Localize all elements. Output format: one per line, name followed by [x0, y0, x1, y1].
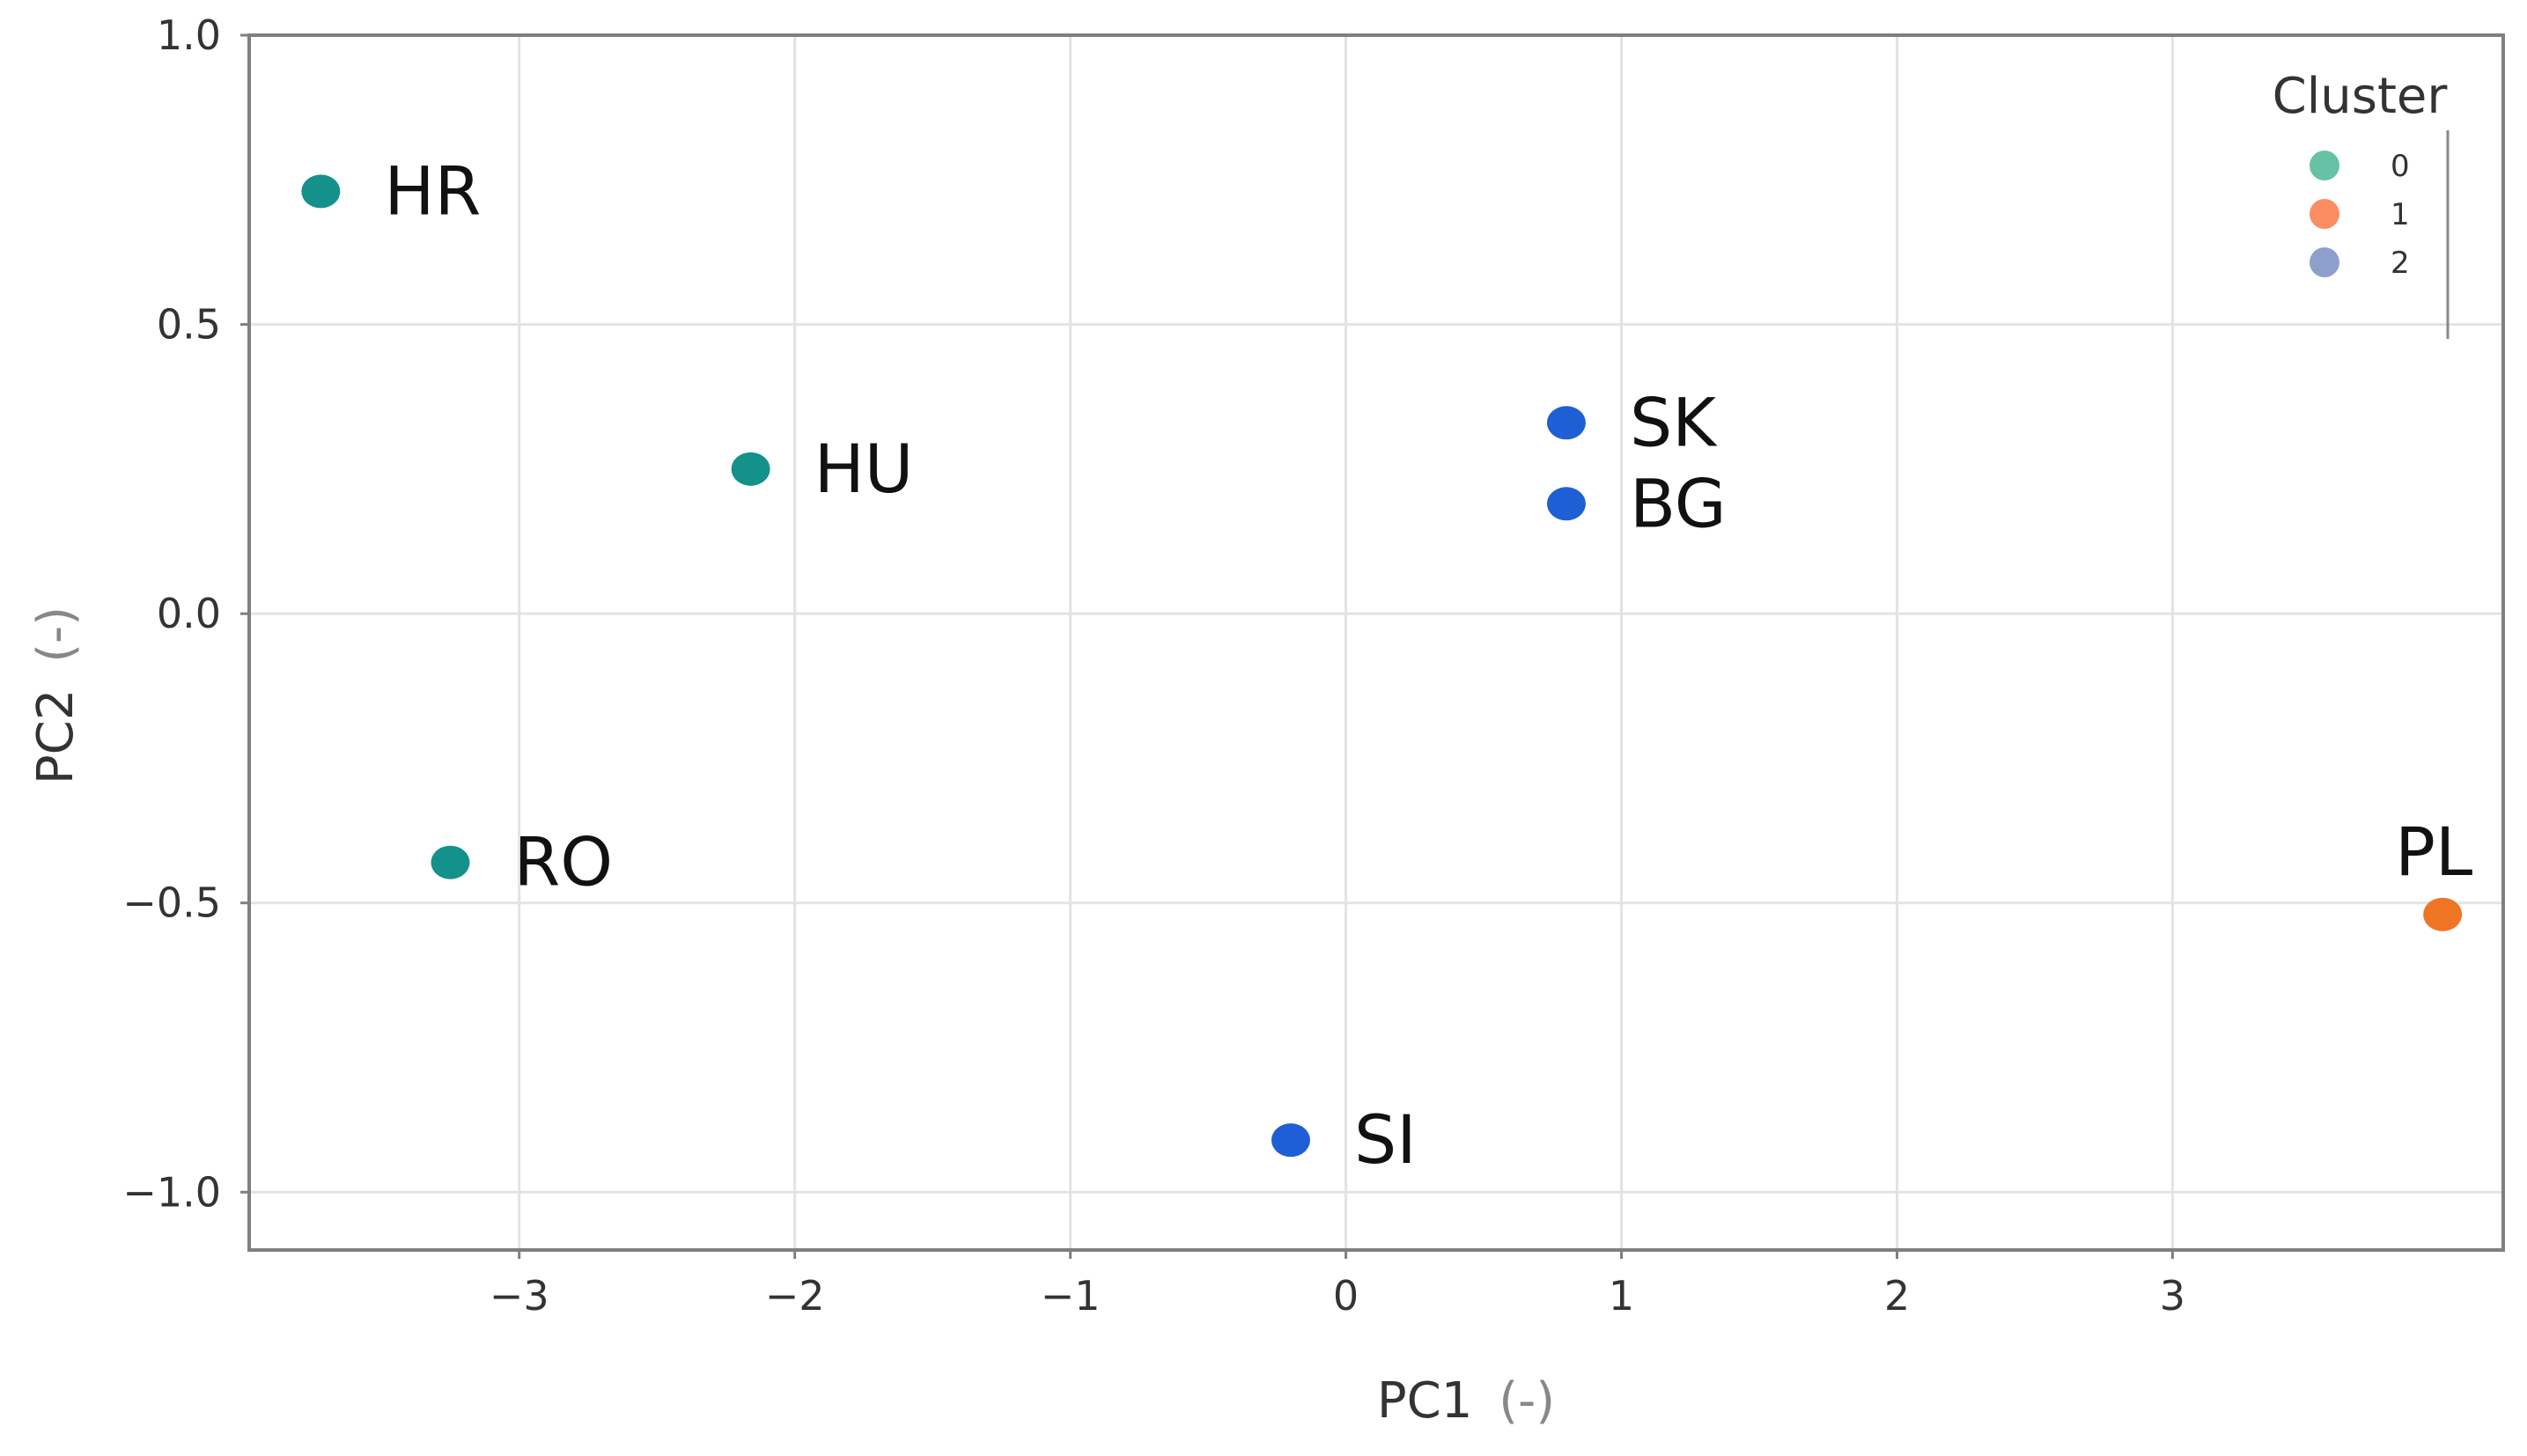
y-axis-unit: (-): [27, 607, 85, 663]
x-axis-unit: (-): [1499, 1372, 1555, 1430]
x-tick-label: 3: [2160, 1272, 2185, 1320]
y-axis-label: PC2: [27, 689, 85, 785]
point-label-hu: HU: [814, 430, 914, 508]
y-tick-label: −0.5: [122, 879, 221, 927]
x-tick-label: −3: [490, 1272, 549, 1320]
data-point-bg: [1546, 487, 1586, 521]
legend-label-2: 2: [2391, 246, 2410, 281]
axis-ticks: −3 −2 −1 0 1 2 3 1.0 0.5 0.0 −0.5 −1.0: [122, 11, 2185, 1320]
plot-frame: [247, 33, 2505, 1252]
legend-title: Cluster: [2273, 68, 2449, 125]
x-tick-label: 0: [1333, 1272, 1359, 1320]
point-label-ro: RO: [513, 823, 613, 901]
point-label-hr: HR: [384, 151, 481, 230]
data-point-ro: [431, 845, 470, 879]
legend-label-1: 1: [2391, 197, 2410, 232]
y-axis-title: PC2 (-): [27, 607, 85, 784]
x-tick-label: 2: [1884, 1272, 1910, 1320]
legend-marker-0: [2310, 151, 2339, 180]
point-label-bg: BG: [1630, 464, 1727, 542]
data-point-si: [1271, 1123, 1310, 1158]
y-tick-label: −1.0: [122, 1168, 221, 1216]
point-label-pl: PL: [2395, 813, 2472, 891]
y-tick-label: 0.5: [157, 301, 221, 349]
legend-label-0: 0: [2391, 149, 2410, 184]
axis-titles: PC1 (-) PC2 (-): [27, 607, 1555, 1430]
y-tick-label: 1.0: [157, 11, 221, 59]
data-point-hr: [301, 174, 341, 209]
legend: Cluster 0 1 2: [2273, 68, 2450, 339]
y-tick-label: 0.0: [157, 590, 221, 637]
legend-marker-1: [2310, 199, 2339, 229]
point-label-sk: SK: [1630, 383, 1718, 461]
data-point-hu: [731, 452, 770, 486]
x-axis-title: PC1 (-): [1377, 1372, 1555, 1430]
x-tick-label: 1: [1609, 1272, 1634, 1320]
x-tick-label: −1: [1041, 1272, 1101, 1320]
x-tick-label: −2: [765, 1272, 825, 1320]
legend-marker-2: [2310, 247, 2339, 277]
data-point-pl: [2423, 897, 2463, 931]
grid-lines: [249, 33, 2503, 1250]
x-axis-label: PC1: [1377, 1372, 1473, 1430]
point-label-si: SI: [1354, 1100, 1417, 1179]
data-point-sk: [1546, 406, 1586, 440]
